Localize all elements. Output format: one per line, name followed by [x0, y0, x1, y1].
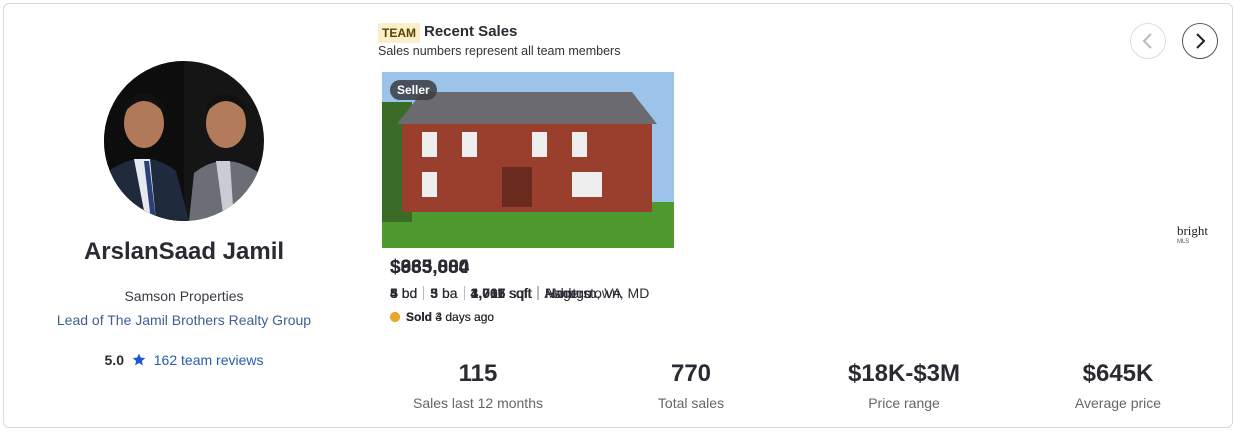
sqft-unit: sqft — [508, 285, 532, 301]
location: Montgo — [545, 285, 592, 301]
prev-button[interactable] — [1130, 23, 1166, 59]
price: $683,884 — [390, 257, 470, 278]
status: Sold — [406, 310, 432, 324]
stat-value: 115 — [458, 360, 498, 387]
status: Sold — [406, 310, 432, 324]
profile-card: ArslanSaad Jamil Samson Properties Lead … — [3, 3, 1233, 428]
sold-when: 4 days ago — [435, 310, 495, 324]
stat: $18K-$3M Price range — [804, 360, 1004, 411]
reviews-link[interactable]: 162 team reviews — [153, 352, 264, 368]
sold-when: 3 days ago — [435, 310, 495, 324]
seller-tag: Seller — [390, 80, 437, 100]
rating-value: 5.0 — [104, 352, 124, 368]
stat-value: $645K — [1082, 360, 1154, 387]
beds-value: 4 — [390, 285, 398, 301]
baths-value: 3 — [430, 285, 439, 301]
status-dot — [390, 312, 400, 322]
rating: 5.0 162 team reviews — [4, 352, 364, 368]
mls-sub: MLS — [1176, 239, 1190, 245]
listing-photo — [382, 72, 674, 248]
agent-name: ArslanSaad Jamil — [83, 238, 285, 265]
details: 5 bd 3 ba 3,066 sqft Montgo — [390, 285, 592, 301]
sold-status: Sold 4 days ago — [390, 310, 494, 324]
baths-unit: ba — [441, 285, 458, 301]
price: $365,000 — [390, 257, 470, 278]
team-badge: TEAM — [378, 23, 420, 43]
team-link[interactable]: Lead of The Jamil Brothers Realty Group — [56, 312, 312, 328]
stat: 770 Total sales — [591, 360, 791, 411]
stat-value: $18K-$3M — [847, 360, 961, 387]
sold-when: 4 days ago — [435, 310, 495, 324]
status: Sold — [406, 310, 432, 324]
separator — [538, 286, 540, 300]
location: Hagerstown, MD — [545, 285, 650, 301]
stat-value: 770 — [670, 360, 712, 387]
details: 4 bd 5 ba 4,011 sqft Ashburn, VA — [390, 285, 622, 301]
stat-label: Average price — [1074, 395, 1162, 411]
sqft-value: 3,066 — [470, 285, 506, 301]
baths-unit: ba — [441, 285, 458, 301]
next-button[interactable] — [1182, 23, 1218, 59]
baths-unit: ba — [441, 285, 458, 301]
mls-brand: bright — [1176, 223, 1208, 238]
sqft-value: 4,011 — [470, 285, 505, 301]
beds-unit: bd — [401, 285, 418, 301]
avatar-photo — [104, 61, 264, 221]
separator — [537, 286, 539, 300]
stat-label: Price range — [868, 395, 940, 411]
next-icon — [1196, 33, 1206, 49]
beds-value: 3 — [390, 285, 398, 301]
prev-icon — [1142, 33, 1152, 49]
stat-label: Sales last 12 months — [413, 395, 543, 411]
section-subtitle: Sales numbers represent all team members — [378, 44, 621, 58]
separator — [423, 286, 425, 300]
company: Samson Properties — [124, 288, 244, 304]
sqft-unit: sqft — [509, 285, 533, 301]
sqft-value: 1,707 — [470, 285, 506, 301]
stat: $645K Average price — [1018, 360, 1218, 411]
star-icon — [132, 353, 146, 366]
baths-value: 5 — [430, 285, 439, 301]
beds-value: 5 — [390, 285, 398, 301]
beds-unit: bd — [401, 285, 418, 301]
price: $935,000 — [390, 257, 470, 278]
location: Ashburn, VA — [544, 285, 622, 301]
beds-unit: bd — [401, 285, 418, 301]
stat-label: Total sales — [657, 395, 725, 411]
baths-value: 3 — [430, 285, 439, 301]
sqft-unit: sqft — [509, 285, 533, 301]
stat: 115 Sales last 12 months — [378, 360, 578, 411]
section-title: Recent Sales — [424, 23, 518, 40]
separator — [463, 286, 465, 300]
avatar — [104, 61, 264, 221]
